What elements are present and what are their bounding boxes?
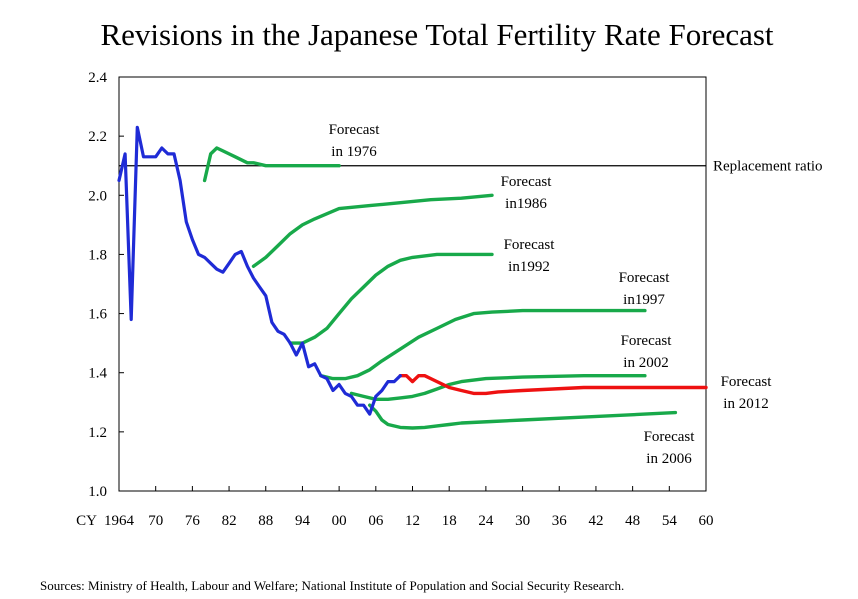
annotation-f1976: in 1976: [331, 144, 377, 160]
annotation-f1986: in1986: [505, 196, 547, 212]
series-line-f2002: [349, 374, 647, 401]
annotation-f2012: in 2012: [723, 396, 768, 412]
source-note: Sources: Ministry of Health, Labour and …: [40, 578, 624, 593]
annotation-f2006: in 2006: [646, 451, 692, 467]
annotation-f1976: Forecast: [329, 122, 381, 138]
y-tick-label: 1.8: [88, 247, 107, 263]
series-line-actual: [117, 125, 402, 416]
series-line-f1986: [251, 193, 494, 268]
series-line-f1992: [288, 252, 494, 345]
y-tick-label: 1.6: [88, 307, 107, 323]
x-tick-label: 18: [442, 513, 457, 529]
x-tick-label: 48: [625, 513, 640, 529]
annotation-f1992: in1992: [508, 259, 550, 275]
y-tick-label: 1.2: [88, 425, 107, 441]
x-tick-label: 36: [552, 513, 568, 529]
x-tick-label: 1964: [104, 513, 135, 529]
axes-layer: 1.0 1.2 1.4 1.6 1.8 2.0 2.2 2.4 1964 70 76 82 88 94 00…: [76, 70, 822, 529]
annotation-f1992: Forecast: [504, 237, 556, 253]
x-axis-label: CY: [76, 513, 97, 529]
y-tick-label: 1.4: [88, 366, 107, 382]
y-tick-label: 1.0: [88, 484, 107, 500]
annotation-f1986: Forecast: [501, 174, 553, 190]
y-tick-label: 2.4: [88, 70, 107, 86]
y-tick-label: 2.2: [88, 129, 107, 145]
x-tick-label: 88: [258, 513, 273, 529]
y-tick-label: 2.0: [88, 188, 107, 204]
annotation-f1997: Forecast: [619, 270, 671, 286]
series-line-f2012: [398, 374, 708, 396]
x-tick-label: 70: [148, 513, 163, 529]
series-line-f1976: [202, 146, 341, 183]
x-tick-label: 82: [222, 513, 237, 529]
x-tick-label: 12: [405, 513, 420, 529]
annotation-f2012: Forecast: [721, 374, 773, 390]
annotation-f2002: in 2002: [623, 355, 668, 371]
x-tick-label: 24: [478, 513, 494, 529]
annotation-f2002: Forecast: [621, 333, 673, 349]
x-tick-label: 60: [699, 513, 714, 529]
annotation-f2006: Forecast: [644, 429, 696, 445]
x-tick-label: 54: [662, 513, 678, 529]
chart-title: Revisions in the Japanese Total Fertilit…: [100, 17, 773, 52]
replacement-ratio-label: Replacement ratio: [713, 159, 823, 175]
series-line-f1997: [319, 308, 647, 381]
series-layer: [117, 125, 708, 430]
x-tick-label: 00: [332, 513, 347, 529]
x-tick-label: 42: [588, 513, 603, 529]
series-line-f2006: [368, 403, 678, 430]
x-tick-label: 76: [185, 513, 201, 529]
x-tick-label: 94: [295, 513, 311, 529]
x-tick-label: 30: [515, 513, 530, 529]
x-tick-label: 06: [368, 513, 384, 529]
annotation-layer: Forecast in 1976 Forecast in1986 Forecast in1…: [329, 122, 773, 467]
annotation-f1997: in1997: [623, 292, 665, 308]
